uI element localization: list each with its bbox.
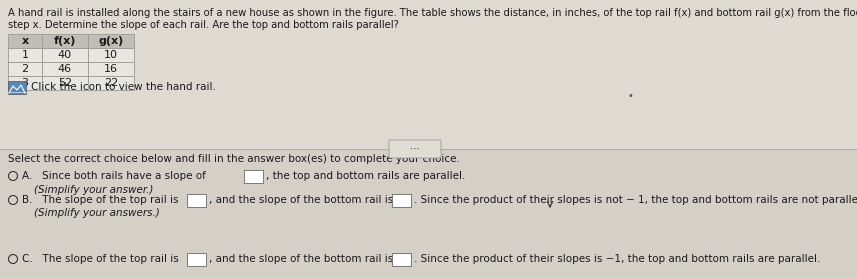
Text: C.   The slope of the top rail is: C. The slope of the top rail is (22, 254, 179, 264)
Text: (Simplify your answers.): (Simplify your answers.) (34, 208, 159, 218)
Text: . Since the product of their slopes is not − 1, the top and bottom rails are not: . Since the product of their slopes is n… (414, 195, 857, 205)
FancyBboxPatch shape (188, 194, 207, 206)
Text: •: • (627, 91, 633, 101)
FancyBboxPatch shape (244, 170, 263, 182)
FancyBboxPatch shape (42, 48, 88, 62)
FancyBboxPatch shape (8, 34, 42, 48)
Text: 16: 16 (104, 64, 118, 74)
Text: , and the slope of the bottom rail is: , and the slope of the bottom rail is (209, 254, 393, 264)
FancyBboxPatch shape (42, 76, 88, 90)
Text: 52: 52 (58, 78, 72, 88)
Text: f(x): f(x) (54, 36, 76, 46)
Text: 40: 40 (58, 50, 72, 60)
FancyBboxPatch shape (389, 140, 441, 158)
FancyBboxPatch shape (88, 48, 134, 62)
Text: step x. Determine the slope of each rail. Are the top and bottom rails parallel?: step x. Determine the slope of each rail… (8, 20, 399, 30)
FancyBboxPatch shape (8, 76, 42, 90)
Text: x: x (21, 36, 28, 46)
Text: 10: 10 (104, 50, 118, 60)
Text: 1: 1 (21, 50, 28, 60)
FancyBboxPatch shape (0, 149, 857, 279)
FancyBboxPatch shape (8, 48, 42, 62)
Text: 3: 3 (21, 78, 28, 88)
Text: B.   The slope of the top rail is: B. The slope of the top rail is (22, 195, 178, 205)
Text: (Simplify your answer.): (Simplify your answer.) (34, 185, 153, 195)
Text: , the top and bottom rails are parallel.: , the top and bottom rails are parallel. (266, 171, 465, 181)
FancyBboxPatch shape (42, 62, 88, 76)
FancyBboxPatch shape (88, 34, 134, 48)
FancyBboxPatch shape (42, 34, 88, 48)
Text: 2: 2 (21, 64, 28, 74)
Text: 22: 22 (104, 78, 118, 88)
Text: ⋯: ⋯ (411, 144, 420, 154)
Text: A.   Since both rails have a slope of: A. Since both rails have a slope of (22, 171, 206, 181)
Text: Click the icon to view the hand rail.: Click the icon to view the hand rail. (31, 83, 216, 93)
FancyBboxPatch shape (88, 62, 134, 76)
FancyBboxPatch shape (8, 81, 26, 94)
Text: Select the correct choice below and fill in the answer box(es) to complete your : Select the correct choice below and fill… (8, 154, 460, 164)
FancyBboxPatch shape (8, 62, 42, 76)
FancyBboxPatch shape (393, 252, 411, 266)
FancyBboxPatch shape (188, 252, 207, 266)
Text: A hand rail is installed along the stairs of a new house as shown in the figure.: A hand rail is installed along the stair… (8, 8, 857, 18)
Text: , and the slope of the bottom rail is: , and the slope of the bottom rail is (209, 195, 393, 205)
Text: . Since the product of their slopes is −1, the top and bottom rails are parallel: . Since the product of their slopes is −… (414, 254, 820, 264)
Text: g(x): g(x) (99, 36, 123, 46)
FancyBboxPatch shape (0, 0, 857, 149)
FancyBboxPatch shape (393, 194, 411, 206)
FancyBboxPatch shape (88, 76, 134, 90)
Text: 46: 46 (58, 64, 72, 74)
